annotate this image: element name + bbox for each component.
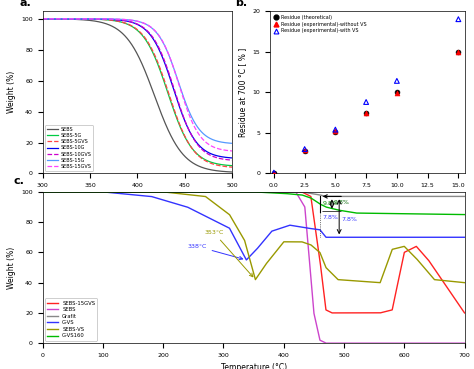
Text: 9.8%: 9.8% (334, 200, 350, 205)
SEBS (117, 190, 122, 194)
Legend: SEBS, SEBS-5G, SEBS-5GVS, SEBS-10G, SEBS-10GVS, SEBS-15G, SEBS-15GVS: SEBS, SEBS-5G, SEBS-5GVS, SEBS-10G, SEBS… (45, 125, 93, 171)
SEBS-15GVS (40, 190, 46, 194)
SEBS (293, 190, 299, 194)
SEBS (462, 341, 467, 345)
Point (301, 147, 309, 153)
Text: a.: a. (20, 0, 32, 8)
G-VS (462, 235, 467, 239)
Point (301, 148, 309, 154)
Point (362, 110, 370, 115)
Point (362, 110, 370, 116)
Point (393, 90, 401, 96)
Point (270, 170, 278, 176)
SEBS (387, 341, 392, 345)
Legend: SEBS-15GVS, SEBS, Grafit, G-VS, SEBS-VS, G-VS160: SEBS-15GVS, SEBS, Grafit, G-VS, SEBS-VS,… (46, 299, 98, 341)
G-VS160 (293, 192, 299, 197)
Point (332, 127, 339, 132)
Grafit (40, 190, 46, 194)
X-axis label: Concentration of G [%]: Concentration of G [%] (323, 194, 411, 203)
G-VS (293, 224, 299, 228)
G-VS (314, 227, 320, 232)
G-VS160 (387, 211, 392, 216)
SEBS-VS (201, 194, 207, 199)
Grafit (355, 194, 360, 199)
Point (455, 49, 462, 55)
SEBS-VS (40, 190, 46, 194)
G-VS160 (355, 211, 360, 215)
SEBS-15GVS (293, 190, 299, 194)
SEBS-15GVS (462, 311, 467, 315)
Point (393, 89, 401, 95)
Text: 7.8%: 7.8% (323, 215, 339, 220)
SEBS-15GVS (355, 311, 360, 315)
SEBS-VS (293, 239, 299, 244)
Text: 338°C: 338°C (187, 244, 243, 260)
X-axis label: Temperature (°C): Temperature (°C) (104, 194, 171, 203)
SEBS-15GVS (387, 308, 392, 313)
G-VS160 (462, 212, 467, 217)
G-VS (244, 258, 249, 262)
Y-axis label: Weight (%): Weight (%) (7, 246, 16, 289)
SEBS-VS (387, 255, 392, 259)
SEBS-VS (314, 248, 320, 252)
Line: SEBS-VS: SEBS-VS (43, 192, 465, 283)
SEBS-VS (117, 190, 122, 194)
Point (332, 128, 339, 134)
Text: 7.8%: 7.8% (342, 217, 357, 222)
Grafit (117, 190, 122, 194)
Grafit (462, 194, 467, 199)
SEBS (40, 190, 46, 194)
SEBS (314, 325, 320, 330)
Line: SEBS-15GVS: SEBS-15GVS (43, 192, 465, 313)
Grafit (314, 192, 320, 197)
Line: SEBS: SEBS (43, 192, 465, 343)
Grafit (293, 190, 299, 194)
SEBS (355, 341, 360, 345)
Grafit (387, 194, 392, 199)
SEBS-VS (355, 279, 360, 283)
Point (455, 49, 462, 55)
Legend: Residue (theoretical), Residue (experimental)-without VS, Residue (experimental): Residue (theoretical), Residue (experime… (273, 14, 368, 35)
SEBS-VS (462, 280, 467, 285)
SEBS (201, 190, 207, 194)
SEBS-15GVS (314, 238, 320, 242)
G-VS160 (117, 190, 122, 194)
Line: Grafit: Grafit (43, 192, 465, 196)
Line: G-VS: G-VS (43, 192, 465, 260)
G-VS (201, 213, 207, 218)
Point (455, 16, 462, 22)
G-VS (40, 190, 46, 194)
Line: G-VS160: G-VS160 (43, 192, 465, 214)
Text: 9.8%: 9.8% (323, 201, 339, 206)
Point (270, 170, 278, 176)
Text: b.: b. (235, 0, 247, 8)
G-VS (387, 235, 392, 239)
SEBS-15GVS (329, 311, 335, 315)
Grafit (323, 194, 329, 199)
Point (393, 78, 401, 84)
SEBS-15GVS (117, 190, 122, 194)
SEBS (323, 341, 329, 345)
X-axis label: Temperature (°C): Temperature (°C) (220, 363, 287, 369)
Y-axis label: Weight (%): Weight (%) (7, 71, 16, 113)
Point (301, 146, 309, 152)
Y-axis label: Residue at 700 °C [ % ]: Residue at 700 °C [ % ] (238, 48, 247, 137)
G-VS (355, 235, 360, 239)
G-VS160 (201, 190, 207, 194)
Point (332, 129, 339, 135)
Text: 353°C: 353°C (204, 230, 253, 277)
SEBS-15GVS (201, 190, 207, 194)
G-VS160 (314, 200, 320, 204)
G-VS (117, 191, 122, 196)
Text: c.: c. (13, 176, 24, 186)
Point (270, 170, 278, 176)
G-VS160 (40, 190, 46, 194)
Grafit (201, 190, 207, 194)
Point (362, 99, 370, 105)
